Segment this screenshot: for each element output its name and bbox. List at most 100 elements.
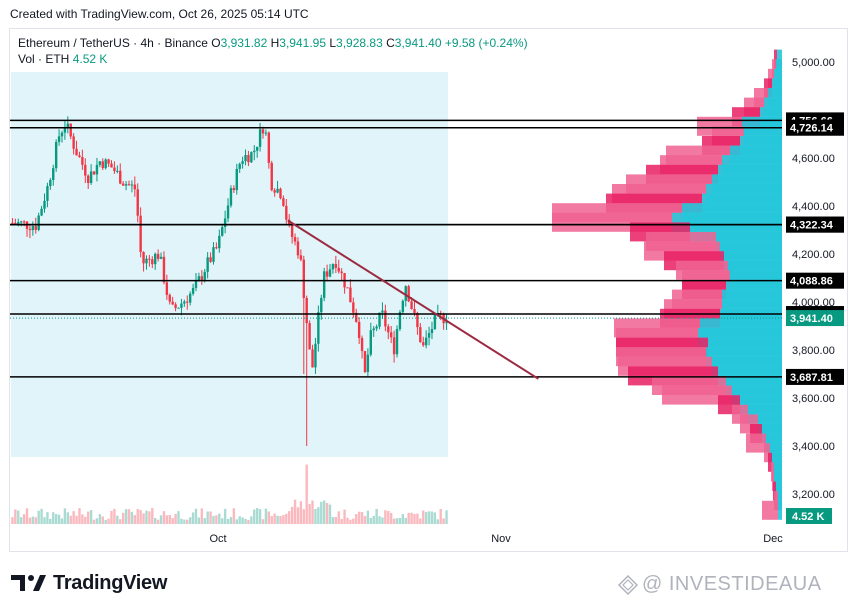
candle-body [87, 175, 90, 184]
candle-body [174, 304, 177, 308]
volume-bar [136, 509, 139, 524]
tradingview-logo[interactable]: TradingView [11, 569, 167, 597]
volume-bar [352, 518, 355, 524]
volume-bar [343, 509, 346, 524]
candle-body [52, 168, 55, 180]
volume-bar [107, 518, 110, 524]
volume-bar [299, 501, 303, 524]
candle-body [250, 152, 253, 163]
candle-body [191, 287, 195, 294]
volume-bar [381, 517, 384, 524]
volume-bar [389, 512, 393, 524]
candle-body [369, 330, 372, 355]
volume-bar [235, 519, 238, 524]
candle-body [95, 164, 99, 175]
candle-body [317, 312, 320, 344]
volume-bar [308, 504, 311, 524]
candle-body [360, 338, 364, 352]
candle-body [206, 257, 209, 272]
candle-body [279, 188, 282, 199]
volume-bar [75, 515, 78, 524]
volume-bar [174, 513, 177, 524]
volume-bar [261, 519, 265, 524]
volume-bar [78, 508, 81, 524]
volume-bar [194, 508, 198, 524]
chart-frame [9, 28, 848, 552]
candle-body [89, 171, 93, 184]
volume-bar [253, 509, 256, 524]
volume-bar [84, 516, 87, 524]
candle-body [325, 271, 329, 277]
candle-body [113, 167, 116, 172]
candle-body [162, 256, 166, 283]
volume-bar [419, 518, 422, 524]
candle-body [311, 349, 314, 368]
candle-body [433, 314, 437, 330]
volume-bar [445, 510, 448, 524]
volume-bar [11, 517, 14, 524]
price-level-badge [786, 216, 844, 233]
volume-bar [355, 514, 358, 524]
candle-body [75, 148, 78, 156]
volume-bar [279, 516, 282, 524]
candle-body [427, 333, 431, 338]
volume-bar [226, 518, 230, 524]
volume-bar [276, 515, 279, 524]
volume-bar [250, 516, 253, 524]
candle-body [273, 190, 276, 193]
volume-profile-down-bar [762, 500, 778, 520]
candle-body [215, 247, 218, 249]
price-level-badge [786, 272, 844, 289]
volume-bar [328, 504, 332, 524]
candle-body [253, 150, 256, 153]
volume-bar [221, 518, 224, 524]
x-tick-label: Oct [209, 533, 226, 545]
candle-body [84, 164, 87, 176]
volume-bar [232, 508, 236, 524]
volume-profile-down-bar [662, 385, 732, 405]
volume-bar [325, 502, 329, 524]
volume-bar [218, 513, 221, 524]
candle-body [159, 256, 163, 259]
x-tick-label: Nov [491, 533, 511, 545]
volume-bar [320, 501, 323, 524]
candle-body [372, 328, 375, 331]
volume-bar [17, 510, 20, 524]
candle-body [293, 237, 297, 242]
symbol-label[interactable]: Ethereum / TetherUS · 4h · Binance [18, 36, 208, 50]
volume-bar [375, 508, 378, 524]
volume-bar [296, 507, 300, 524]
volume-bar [63, 508, 67, 524]
volume-bar [46, 512, 49, 524]
candle-body [124, 184, 128, 186]
volume-profile-up-bar [774, 472, 782, 491]
volume-profile-down-bar [768, 68, 774, 88]
volume-bar [188, 517, 192, 524]
volume-bar [436, 519, 440, 524]
candle-body [398, 312, 402, 330]
volume-bar [116, 515, 119, 524]
candle-body [264, 132, 268, 134]
volume-bar [241, 517, 244, 524]
candle-body [305, 297, 308, 324]
candle-body [11, 222, 14, 224]
candle-body [430, 329, 434, 334]
candle-body [261, 129, 265, 134]
candle-body [285, 205, 288, 220]
candle-body [121, 183, 125, 186]
candle-body [197, 276, 201, 281]
candle-body [212, 247, 215, 262]
volume-bar [113, 508, 116, 524]
candle-body [322, 271, 326, 298]
candle-body [378, 312, 381, 327]
volume-bar [54, 514, 58, 524]
candle-body [238, 163, 241, 169]
volume-bar [81, 514, 84, 524]
volume-bar [121, 512, 125, 524]
y-tick-label: 4,400.00 [792, 201, 835, 213]
created-with-text: Created with TradingView.com, Oct 26, 20… [10, 7, 309, 21]
candle-body [218, 235, 221, 249]
volume-bar [142, 513, 145, 524]
volume-bar [191, 512, 195, 524]
